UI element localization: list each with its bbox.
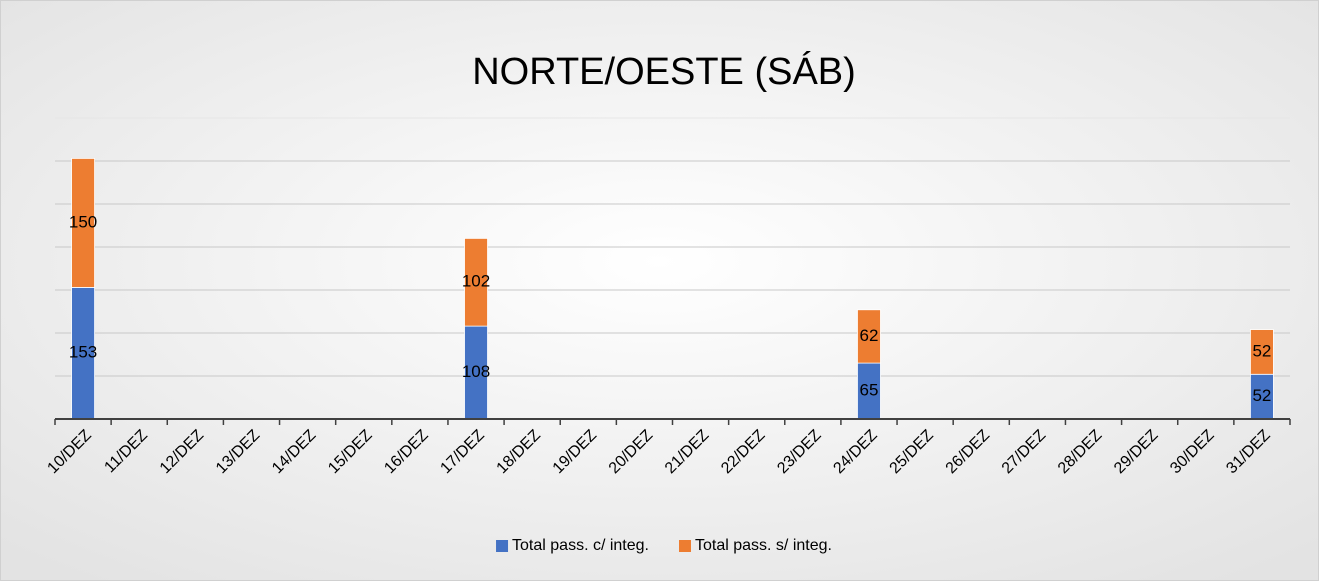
- legend-label: Total pass. s/ integ.: [695, 537, 832, 554]
- data-label: 102: [462, 272, 490, 291]
- data-label: 153: [69, 343, 97, 362]
- bar-segment: [71, 158, 95, 288]
- data-label: 62: [860, 326, 879, 345]
- chart-title: NORTE/OESTE (SÁB): [472, 50, 856, 93]
- legend-swatch: [496, 540, 509, 552]
- data-label: 52: [1252, 386, 1271, 405]
- data-label: 108: [462, 362, 490, 381]
- bar-segment: [857, 309, 881, 364]
- legend: Total pass. c/ integ. Total pass. s/ inte…: [496, 537, 832, 554]
- legend-label: Total pass. c/ integ.: [512, 537, 649, 554]
- bar-segment: [1250, 329, 1274, 375]
- bar-segment: [464, 237, 488, 327]
- legend-swatch: [679, 540, 691, 552]
- data-label: 52: [1252, 341, 1271, 360]
- data-label: 65: [860, 381, 879, 400]
- data-label: 150: [69, 212, 97, 231]
